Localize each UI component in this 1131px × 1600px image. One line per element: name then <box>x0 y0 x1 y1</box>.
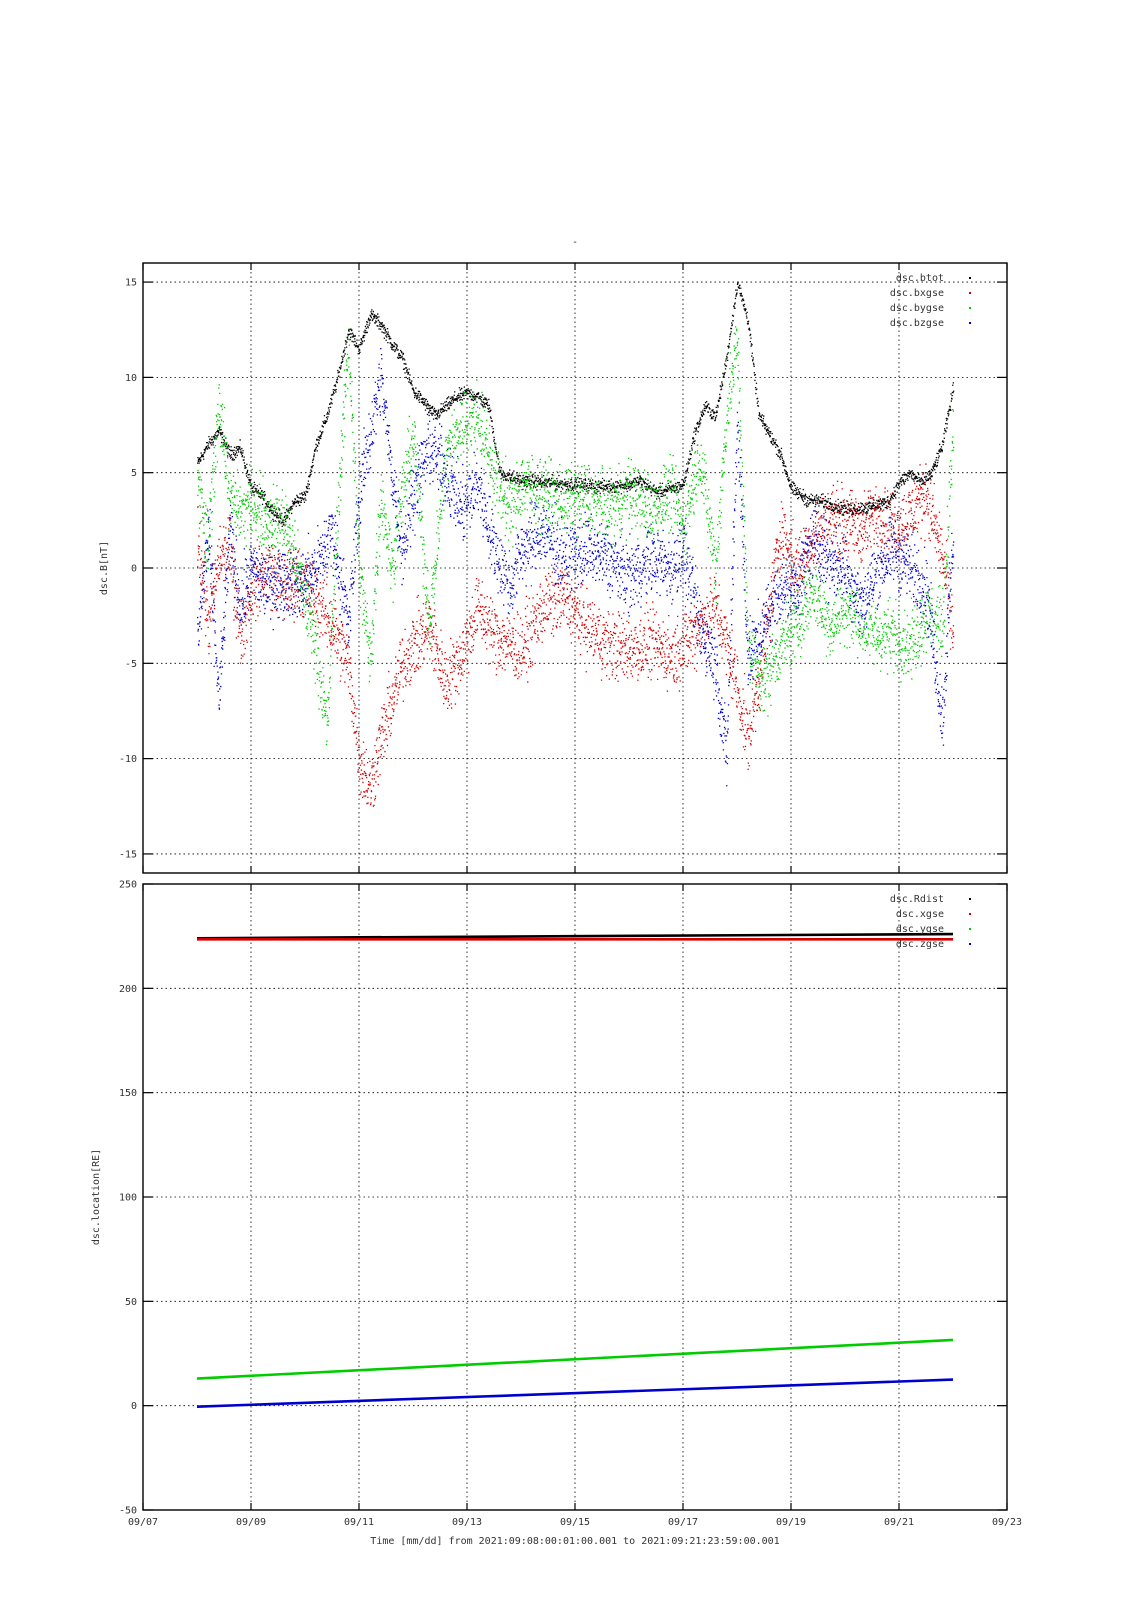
x-tick-label: 09/23 <box>992 1517 1022 1528</box>
legend-entry-label: dsc.bygse <box>890 303 944 314</box>
y-tick-label: 15 <box>125 278 137 289</box>
series-points <box>197 281 955 527</box>
series-dsc-zgse <box>196 1378 954 1409</box>
x-tick-label: 09/13 <box>452 1517 482 1528</box>
x-tick-label: 09/09 <box>236 1517 266 1528</box>
series-dsc-bxgse <box>197 463 955 807</box>
plot-frame <box>142 883 1008 1511</box>
x-axis-label: Time [mm/dd] from 2021:09:08:00:01:00.00… <box>370 1536 779 1547</box>
legend-entry-label: dsc.bxgse <box>890 288 944 299</box>
legend-entry-marker <box>969 928 971 930</box>
series-dsc-ygse <box>196 1338 954 1380</box>
series-line <box>196 932 954 940</box>
legend-entry-label: dsc.Rdist <box>890 894 944 905</box>
x-tick-label: 09/19 <box>776 1517 806 1528</box>
series-dsc-bzgse <box>197 348 955 787</box>
y-tick-label: 250 <box>119 880 137 891</box>
x-axis-tick-labels: 09/07 09/09 09/11 09/13 09/15 09/17 09/19 09/21… <box>128 1517 1022 1528</box>
legend-entry-label: dsc.zgse <box>896 939 944 950</box>
y-tick-label: 10 <box>125 373 137 384</box>
y-tick-label: 0 <box>131 1401 137 1412</box>
legend-entry-label: dsc.bzgse <box>890 318 944 329</box>
series-dsc-bygse <box>197 326 955 746</box>
x-tick-label: 09/15 <box>560 1517 590 1528</box>
series-points <box>197 326 955 746</box>
x-tick-label: 09/21 <box>884 1517 914 1528</box>
series-points <box>197 463 955 807</box>
series-line <box>196 1338 954 1380</box>
series-line <box>196 1378 954 1409</box>
y-tick-label: 200 <box>119 984 137 995</box>
x-tick-label: 09/11 <box>344 1517 374 1528</box>
y-tick-label: 0 <box>131 564 137 575</box>
series-dsc-Rdist <box>196 932 954 940</box>
y-tick-label: -50 <box>119 1506 137 1517</box>
x-tick-label: 09/07 <box>128 1517 158 1528</box>
legend-entry-marker <box>969 943 971 945</box>
legend-entry-marker <box>969 913 971 915</box>
location-panel: 250 200 150 100 50 0 -50 dsc.location[RE] dsc.Rd… <box>91 880 1008 1517</box>
series-points <box>197 348 955 787</box>
legend-entry-marker <box>969 277 971 279</box>
y-tick-label: -5 <box>125 659 137 670</box>
magnetic-field-panel: 15 10 5 0 -5 -10 -15 dsc.B[nT] dsc.btot dsc.bxgse… <box>99 262 1008 874</box>
y-tick-label: -15 <box>119 849 137 860</box>
y-tick-label: -10 <box>119 754 137 765</box>
x-tick-label: 09/17 <box>668 1517 698 1528</box>
y-tick-label: 50 <box>125 1297 137 1308</box>
legend-entry-marker <box>969 307 971 309</box>
y-axis-label: dsc.B[nT] <box>99 541 110 595</box>
legend-entry-label: dsc.ygse <box>896 924 944 935</box>
series-dsc-btot <box>197 281 955 527</box>
y-axis-label: dsc.location[RE] <box>91 1149 102 1245</box>
y-tick-label: 5 <box>131 468 137 479</box>
y-tick-label: 100 <box>119 1193 137 1204</box>
chart-title: - <box>572 237 578 248</box>
legend-entry-marker <box>969 898 971 900</box>
legend-entry-label: dsc.xgse <box>896 909 944 920</box>
y-tick-label: 150 <box>119 1088 137 1099</box>
legend-entry-label: dsc.btot <box>896 273 944 284</box>
plot-frame <box>142 262 1008 874</box>
legend-entry-marker <box>969 322 971 324</box>
legend-entry-marker <box>969 292 971 294</box>
